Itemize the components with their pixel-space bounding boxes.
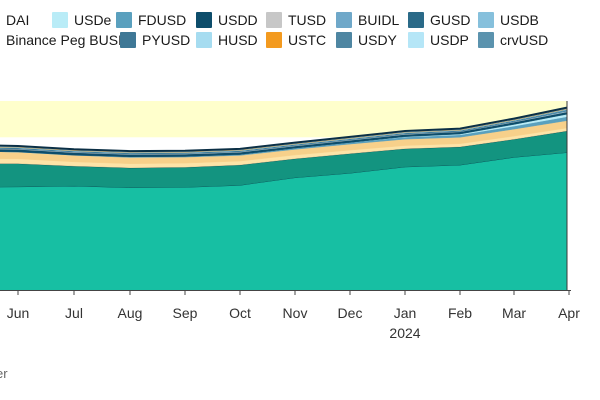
legend-swatch-gusd bbox=[408, 12, 424, 28]
legend-item-usdd: USDD bbox=[196, 11, 258, 29]
legend-item-binance-peg-busd: Binance Peg BUSD bbox=[0, 31, 128, 49]
legend-item-fdusd: FDUSD bbox=[116, 11, 186, 29]
legend-label: DAI bbox=[6, 12, 30, 28]
legend-item-gusd: GUSD bbox=[408, 11, 470, 29]
legend-swatch-pyusd bbox=[120, 32, 136, 48]
legend-label: USDB bbox=[500, 12, 539, 28]
x-tick-label-oct: Oct bbox=[229, 305, 251, 321]
legend-swatch-usde bbox=[52, 12, 68, 28]
legend-item-buidl: BUIDL bbox=[336, 11, 399, 29]
legend-swatch-buidl bbox=[336, 12, 352, 28]
legend-swatch-crvusd bbox=[478, 32, 494, 48]
legend-item-tusd: TUSD bbox=[266, 11, 326, 29]
legend-item-usdp: USDP bbox=[408, 31, 469, 49]
legend-swatch-usdy bbox=[336, 32, 352, 48]
legend-item-pyusd: PYUSD bbox=[120, 31, 190, 49]
source-note: er bbox=[0, 366, 8, 381]
legend-swatch-tusd bbox=[266, 12, 282, 28]
x-tick-label-jan: Jan bbox=[394, 305, 417, 321]
legend-item-dai: DAI bbox=[0, 11, 29, 29]
x-tick-label-dec: Dec bbox=[338, 305, 363, 321]
legend-label: USDP bbox=[430, 32, 469, 48]
legend-item-usdb: USDB bbox=[478, 11, 539, 29]
legend-label: Binance Peg BUSD bbox=[6, 32, 129, 48]
legend-label: GUSD bbox=[430, 12, 471, 28]
legend-label: crvUSD bbox=[500, 32, 549, 48]
legend-label: FDUSD bbox=[138, 12, 187, 28]
x-tick-label-nov: Nov bbox=[283, 305, 308, 321]
legend-swatch-husd bbox=[196, 32, 212, 48]
x-tick-label-mar: Mar bbox=[502, 305, 526, 321]
x-tick-label-apr: Apr bbox=[558, 305, 580, 321]
legend-item-ustc: USTC bbox=[266, 31, 326, 49]
x-tick-label-jul: Jul bbox=[65, 305, 83, 321]
chart-legend: DAI USDe FDUSD USDD TUSD BUIDL GUSD USDB Binance… bbox=[0, 0, 600, 72]
stack-top-edge bbox=[0, 106, 568, 153]
legend-swatch-usdb bbox=[478, 12, 494, 28]
legend-label: PYUSD bbox=[142, 32, 191, 48]
legend-swatch-ustc bbox=[266, 32, 282, 48]
legend-swatch-fdusd bbox=[116, 12, 132, 28]
legend-swatch-usdp bbox=[408, 32, 424, 48]
legend-label: HUSD bbox=[218, 32, 258, 48]
x-tick-label-feb: Feb bbox=[448, 305, 472, 321]
legend-label: TUSD bbox=[288, 12, 327, 28]
legend-item-usde: USDe bbox=[52, 11, 111, 29]
x-tick-sublabel-2024: 2024 bbox=[389, 325, 420, 341]
legend-item-crvusd: crvUSD bbox=[478, 31, 548, 49]
legend-label: BUIDL bbox=[358, 12, 400, 28]
legend-swatch-usdd bbox=[196, 12, 212, 28]
legend-label: USTC bbox=[288, 32, 327, 48]
legend-label: USDD bbox=[218, 12, 258, 28]
x-tick-label-aug: Aug bbox=[118, 305, 143, 321]
legend-item-usdy: USDY bbox=[336, 31, 397, 49]
x-tick-label-sep: Sep bbox=[173, 305, 198, 321]
legend-label: USDe bbox=[74, 12, 112, 28]
x-tick-label-jun: Jun bbox=[7, 305, 30, 321]
legend-item-husd: HUSD bbox=[196, 31, 258, 49]
legend-label: USDY bbox=[358, 32, 397, 48]
